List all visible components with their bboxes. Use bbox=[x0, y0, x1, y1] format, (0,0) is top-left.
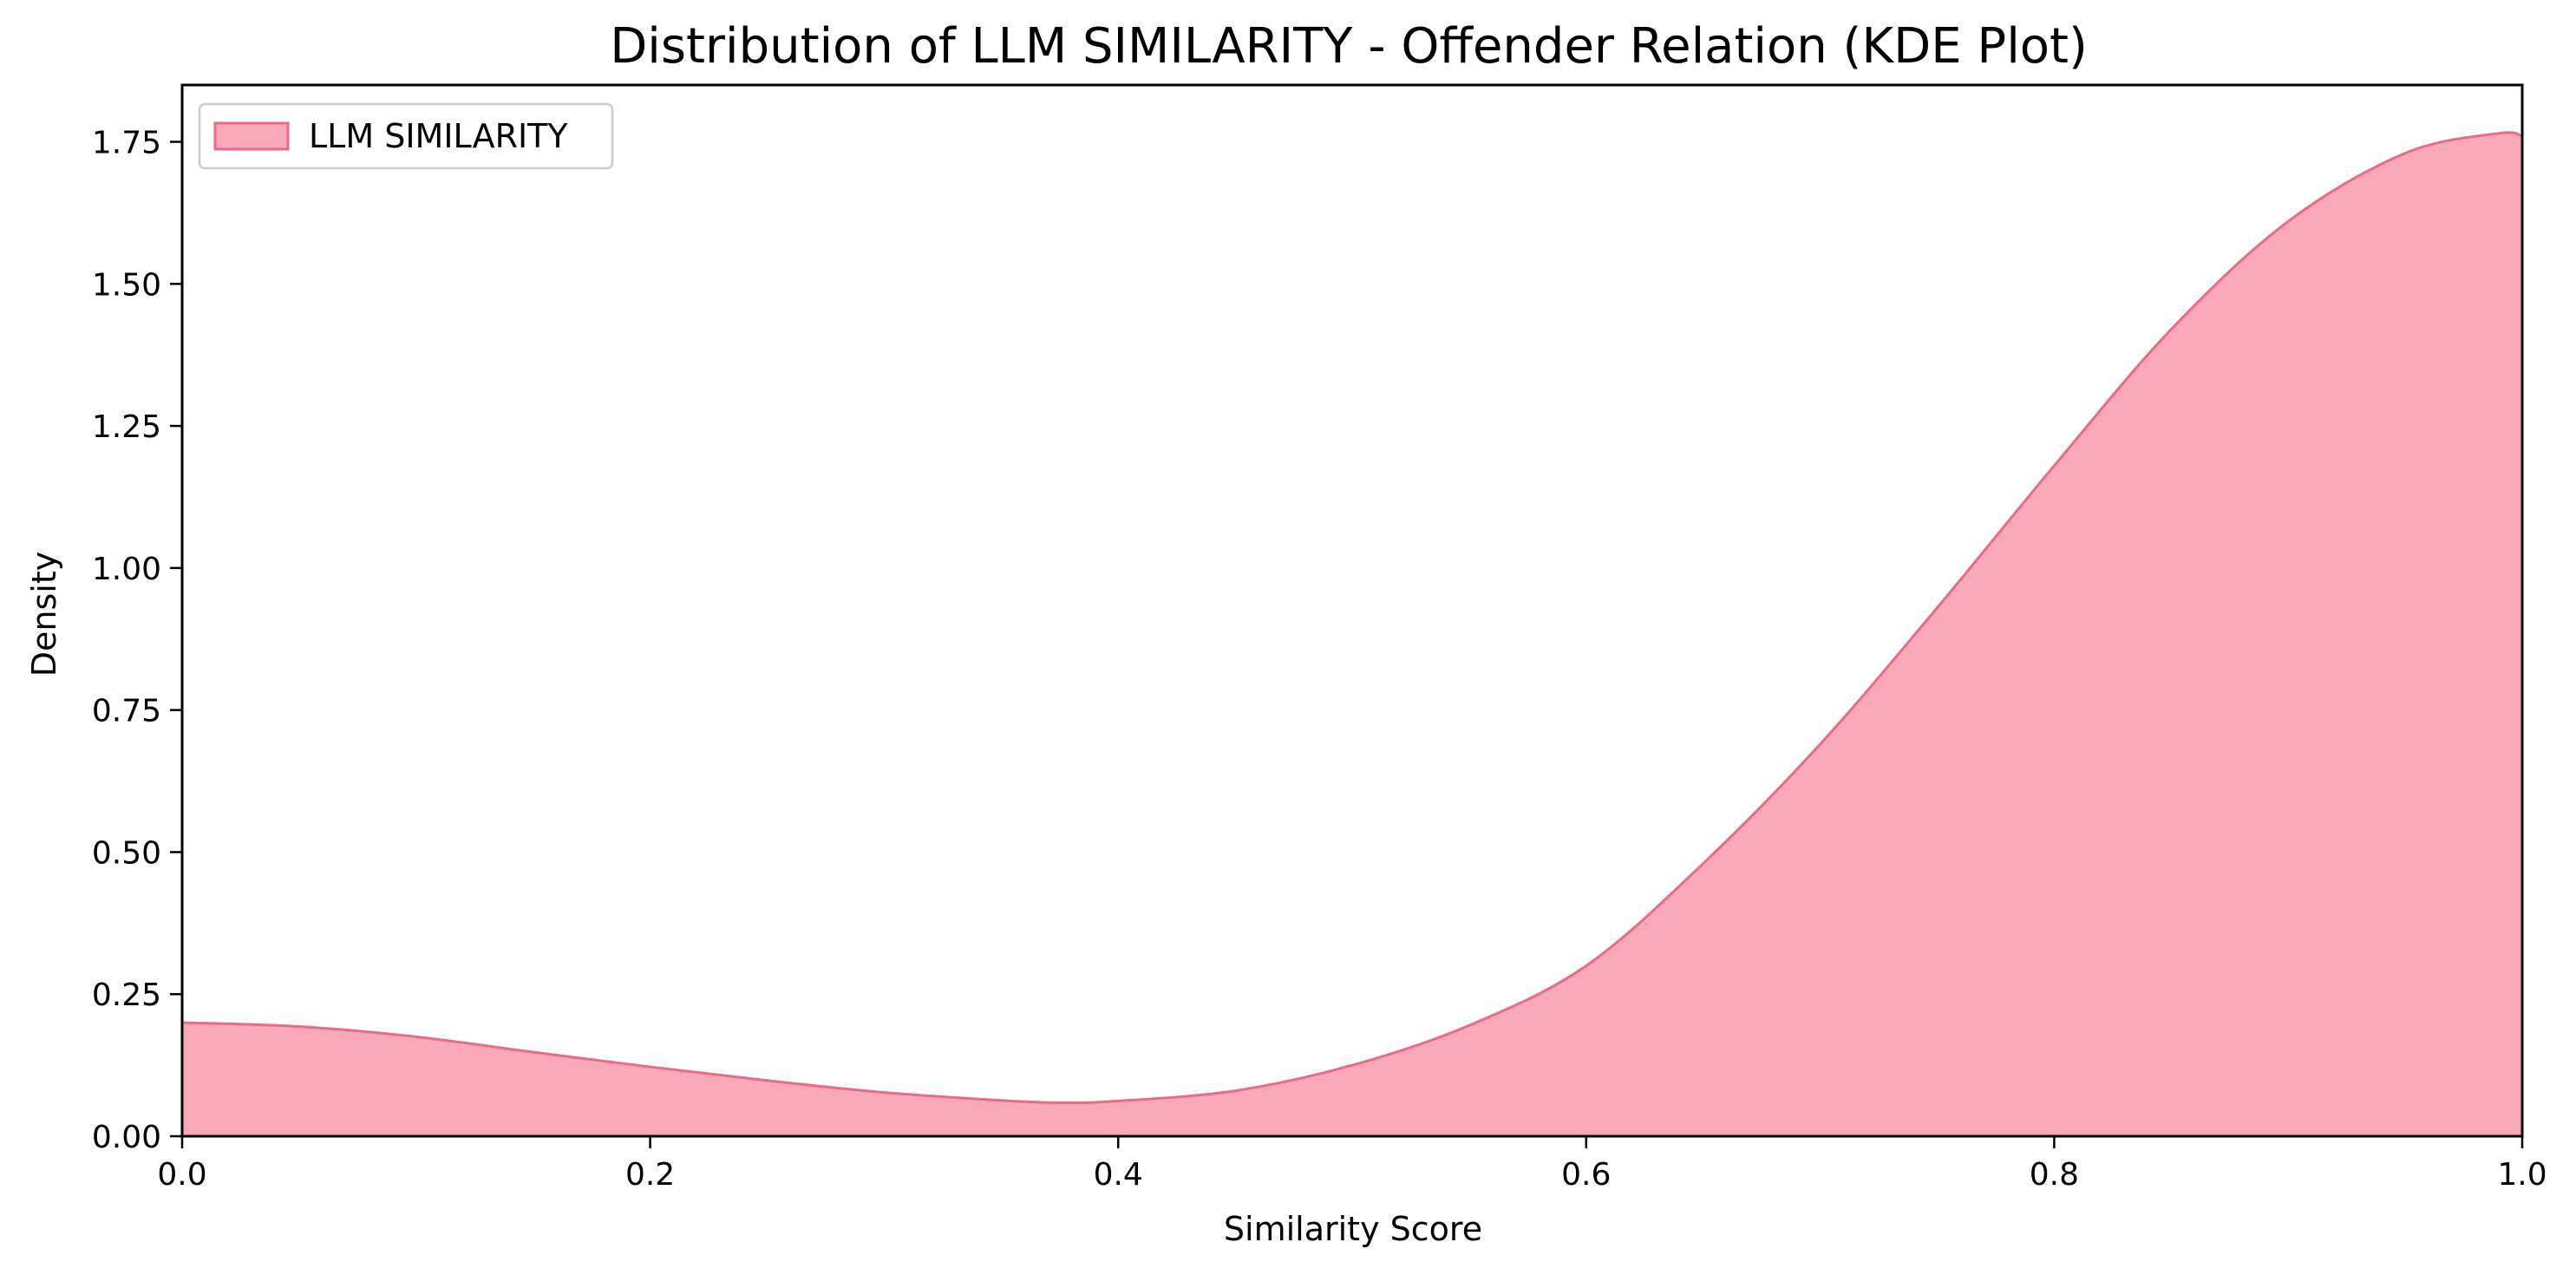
x-tick-label: 0.6 bbox=[1561, 1157, 1611, 1193]
chart-title: Distribution of LLM SIMILARITY - Offende… bbox=[610, 18, 2088, 75]
x-axis-label: Similarity Score bbox=[1224, 1210, 1482, 1248]
y-tick-label: 1.00 bbox=[92, 552, 161, 587]
plot-frame bbox=[180, 83, 2524, 1138]
plot-area: 0.0 0.2 0.4 0.6 0.8 1.0 0.00 0.25 0.50 0.75 1.00 1.… bbox=[92, 83, 2547, 1193]
y-tick-label: 1.25 bbox=[92, 409, 161, 445]
x-tick-label: 1.0 bbox=[2497, 1157, 2547, 1193]
kde-line-series-0 bbox=[181, 131, 2523, 1104]
legend-swatch bbox=[213, 121, 290, 151]
y-tick-label: 1.50 bbox=[92, 267, 161, 303]
kde-area-series-0 bbox=[182, 132, 2522, 1136]
x-tick-label: 0.0 bbox=[157, 1157, 206, 1193]
x-tick-label: 0.4 bbox=[1094, 1157, 1143, 1193]
legend-label: LLM SIMILARITY bbox=[309, 117, 568, 155]
y-tick-label: 0.25 bbox=[92, 978, 161, 1013]
y-axis-label: Density bbox=[25, 552, 63, 677]
y-tick-label: 0.50 bbox=[92, 835, 161, 871]
y-tick-label: 1.75 bbox=[92, 126, 161, 161]
x-tick-label: 0.8 bbox=[2030, 1157, 2079, 1193]
y-tick-label: 0.00 bbox=[92, 1120, 161, 1155]
x-tick-label: 0.2 bbox=[625, 1157, 675, 1193]
legend-box bbox=[198, 102, 614, 170]
y-tick-label: 0.75 bbox=[92, 694, 161, 729]
legend: LLM SIMILARITY bbox=[198, 102, 614, 170]
